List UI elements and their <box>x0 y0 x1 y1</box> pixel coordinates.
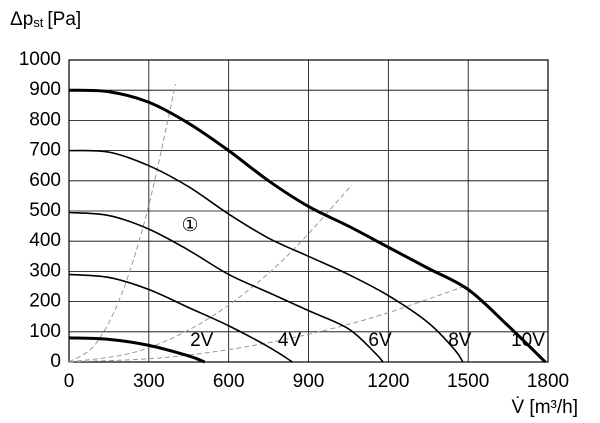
y-tick-label: 200 <box>29 291 61 312</box>
annotation: ① <box>181 215 198 236</box>
x-tick-label: 1200 <box>367 371 409 392</box>
y-tick-label: 700 <box>29 140 61 161</box>
y-tick-label: 900 <box>29 79 61 100</box>
x-axis-label: V̇ [m³/h] <box>511 397 578 418</box>
y-tick-label: 600 <box>29 170 61 191</box>
curve-label: 6V <box>368 330 392 351</box>
x-tick-label: 1500 <box>447 371 489 392</box>
fan-curve <box>68 211 384 363</box>
y-tick-label: 400 <box>29 230 61 251</box>
x-tick-label: 300 <box>133 371 165 392</box>
system-curve <box>68 284 469 363</box>
y-tick-label: 500 <box>29 200 61 221</box>
y-label-unit: [Pa] <box>47 9 81 30</box>
curve-label: 10V <box>511 330 545 351</box>
curve-label: 2V <box>190 330 214 351</box>
system-curve <box>68 184 353 363</box>
system-curve <box>68 84 176 363</box>
x-tick-label: 900 <box>293 371 325 392</box>
y-tick-label: 1000 <box>19 49 61 70</box>
y-tick-label: 800 <box>29 109 61 130</box>
x-tick-label: 0 <box>64 371 75 392</box>
fan-curve <box>68 336 206 364</box>
y-tick-label: 300 <box>29 260 61 281</box>
curve-label: 8V <box>448 330 472 351</box>
plot-frame <box>68 59 549 363</box>
fan-curve <box>68 88 547 364</box>
fan-curve <box>68 273 293 363</box>
y-axis-label: Δpst [Pa] <box>10 9 81 30</box>
x-tick-label: 600 <box>213 371 245 392</box>
y-tick-label: 0 <box>50 351 61 372</box>
y-tick-label: 100 <box>29 321 61 342</box>
y-label-subscript: st <box>33 15 44 30</box>
curve-label: 4V <box>278 330 302 351</box>
x-tick-label: 1800 <box>527 371 569 392</box>
fan-curve <box>68 149 464 363</box>
y-label-symbol: Δp <box>10 9 33 30</box>
